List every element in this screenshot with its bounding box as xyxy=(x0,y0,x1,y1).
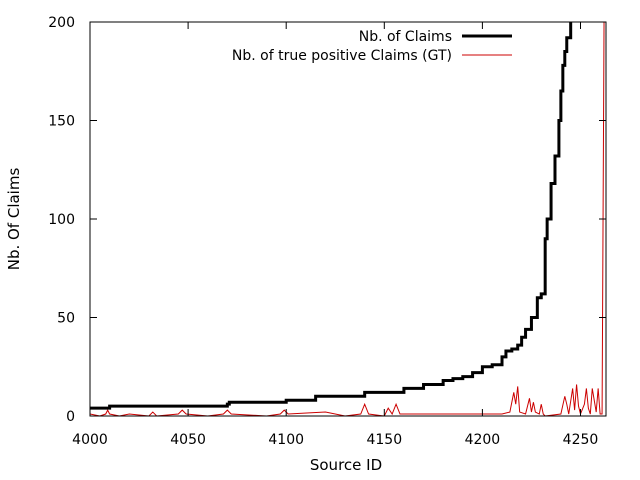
axis-ticks: 4000 4050 4100 4150 4200 4250 0 50 100 150 200 xyxy=(48,15,606,448)
legend-label-0: Nb. of Claims xyxy=(359,29,452,45)
legend-label-1: Nb. of true positive Claims (GT) xyxy=(232,48,452,64)
x-tick-label: 4050 xyxy=(170,432,206,448)
y-axis-title: Nb. Of Claims xyxy=(5,168,23,271)
y-tick-label: 0 xyxy=(66,409,75,425)
y-tick-label: 100 xyxy=(48,212,75,228)
x-tick-label: 4100 xyxy=(268,432,304,448)
x-axis-title: Source ID xyxy=(310,456,382,474)
x-tick-label: 4150 xyxy=(366,432,402,448)
y-tick-label: 150 xyxy=(48,114,75,130)
series-line-1 xyxy=(90,21,606,417)
x-tick-label: 4200 xyxy=(465,432,501,448)
y-tick-label: 200 xyxy=(48,15,75,31)
x-tick-label: 4000 xyxy=(72,432,108,448)
y-tick-label: 50 xyxy=(57,311,75,327)
legend: Nb. of Claims Nb. of true positive Claims… xyxy=(232,29,512,64)
series-line-0 xyxy=(90,22,573,410)
plot-series xyxy=(90,21,606,417)
x-tick-label: 4250 xyxy=(563,432,599,448)
